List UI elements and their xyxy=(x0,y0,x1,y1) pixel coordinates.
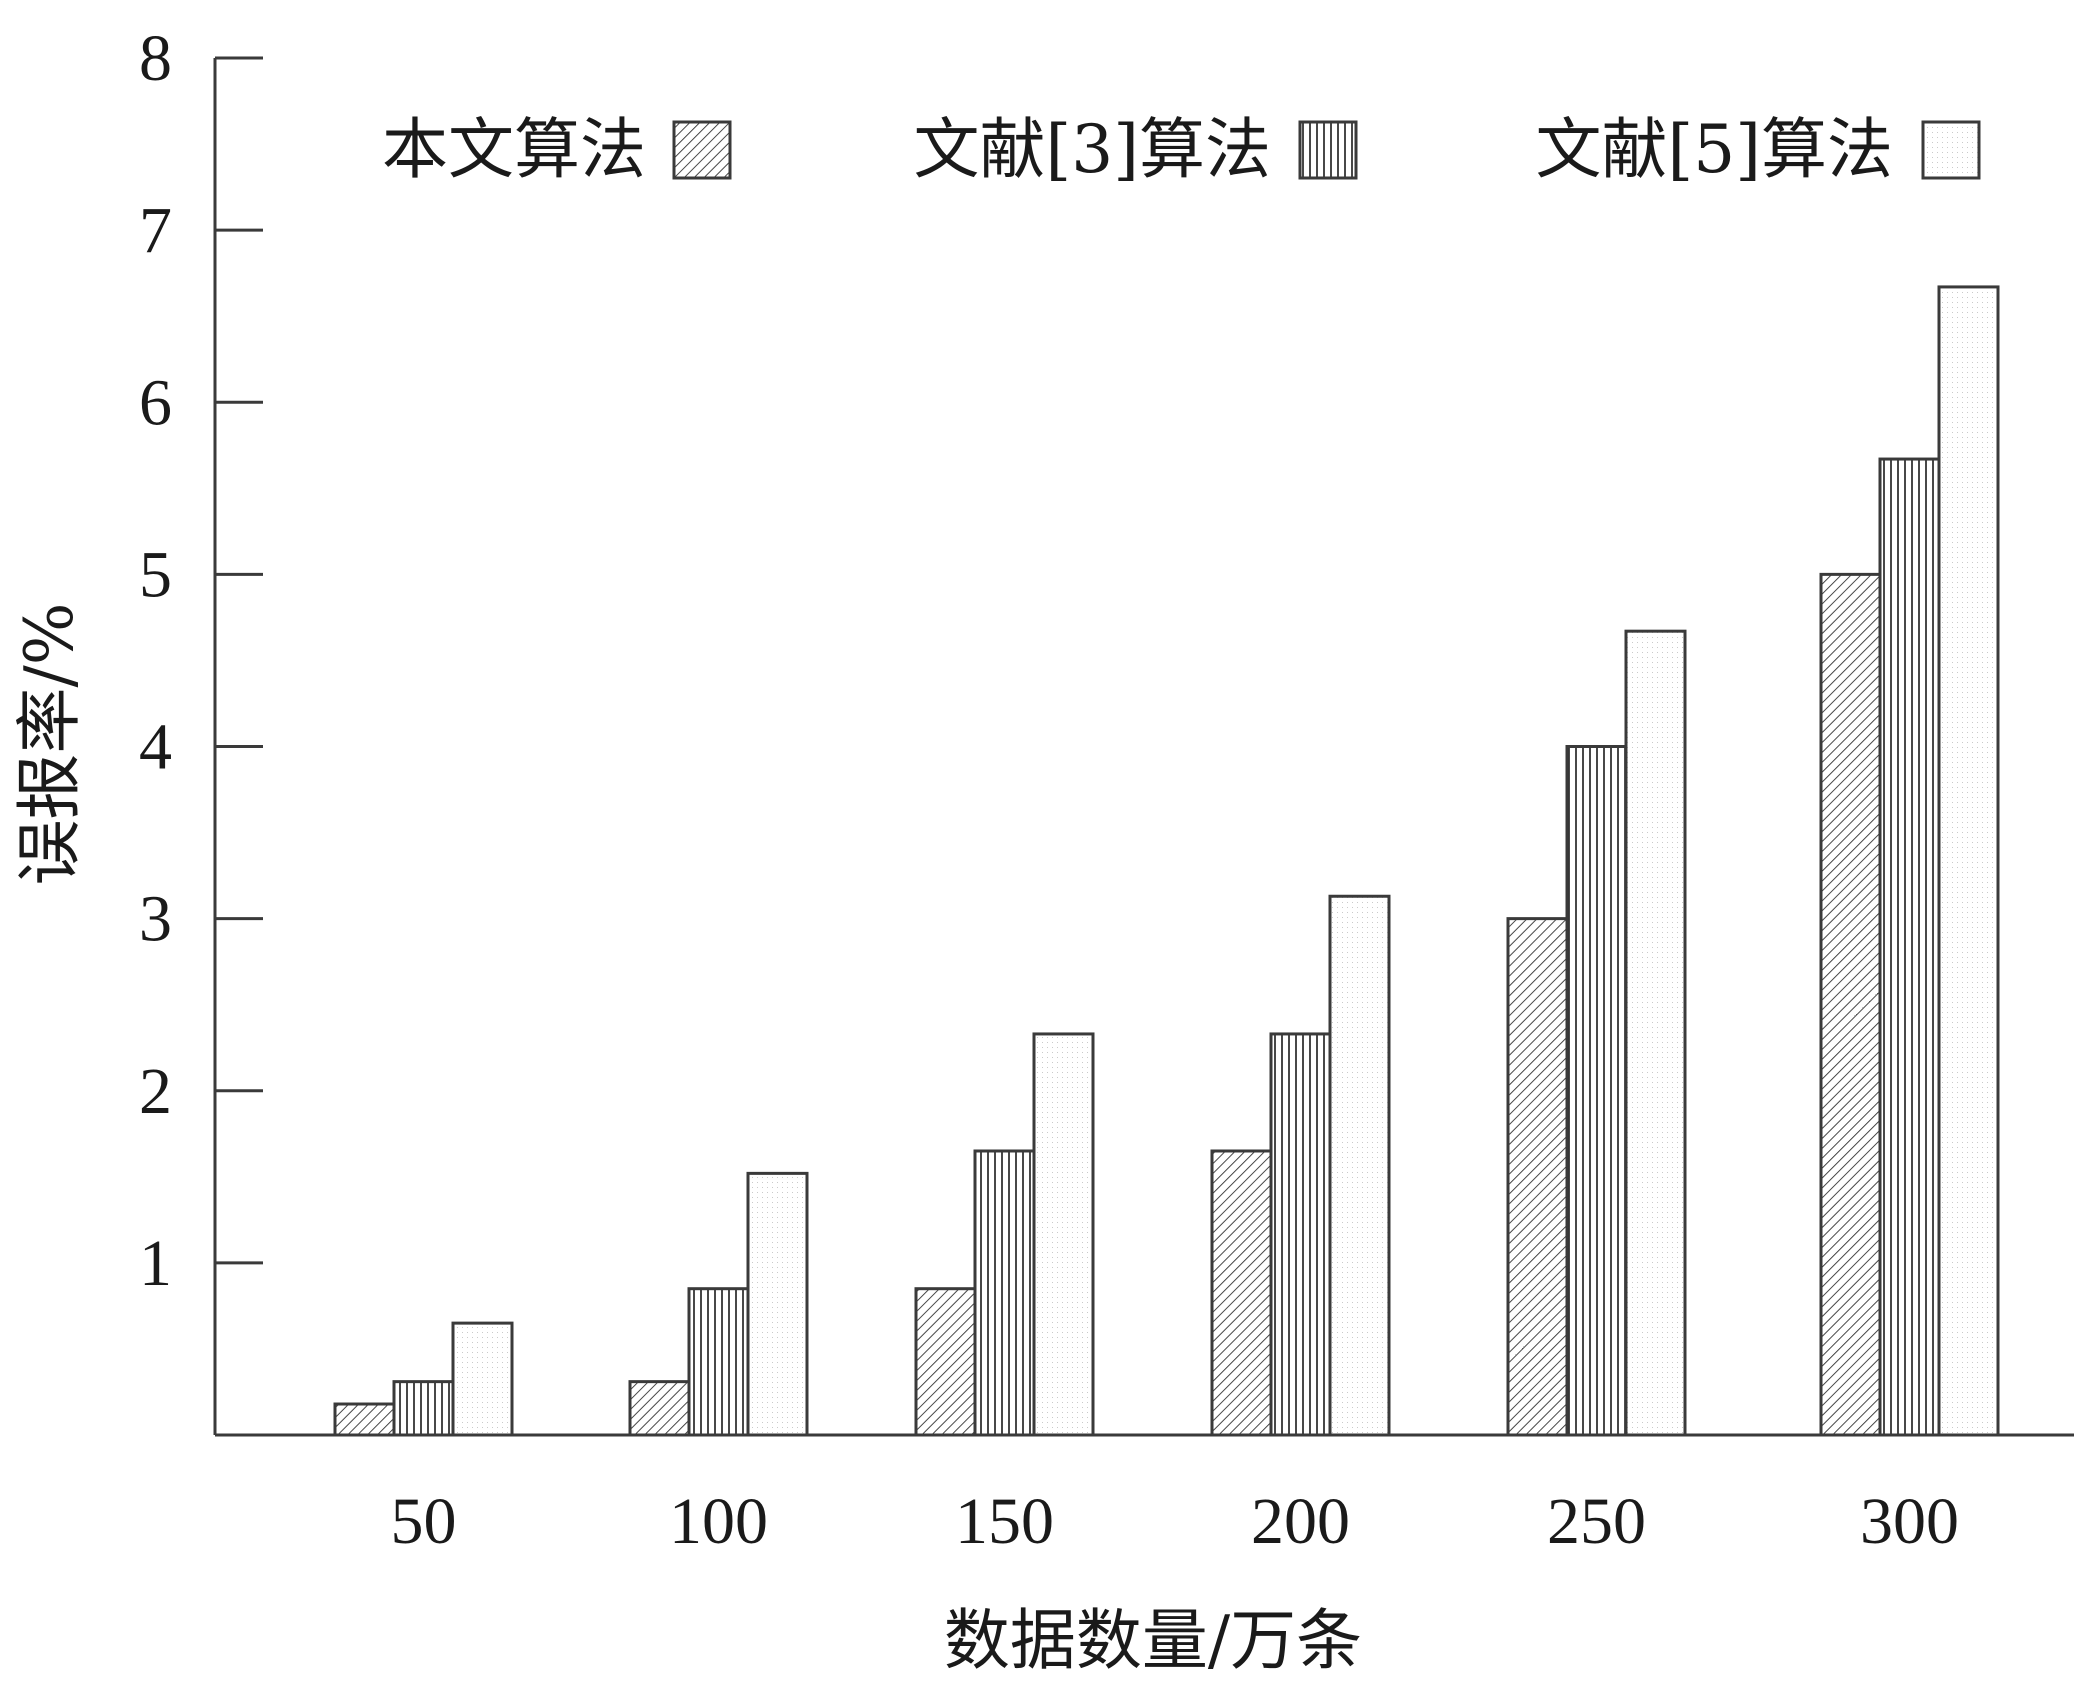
legend-item-2: 文献[5]算法 xyxy=(1536,111,1981,188)
legend-label-1: 文献[3]算法 xyxy=(914,111,1272,188)
bar-series-0-cat-200 xyxy=(1210,1149,1273,1437)
bar-series-0-cat-300 xyxy=(1819,572,1882,1437)
y-tick-label: 4 xyxy=(139,711,172,784)
bar-series-2-cat-250 xyxy=(1624,629,1687,1437)
bar-series-1-cat-100 xyxy=(687,1287,750,1437)
bar-series-2-cat-300 xyxy=(1937,285,2000,1437)
bar-series-0-cat-250 xyxy=(1506,917,1569,1437)
bar-series-2-cat-50 xyxy=(451,1321,514,1437)
y-tick-label: 6 xyxy=(139,366,172,439)
y-tick-label: 8 xyxy=(139,22,172,95)
legend: 本文算法 文献[3]算法 文献[5]算法 xyxy=(382,111,1981,188)
legend-item-1: 文献[3]算法 xyxy=(914,111,1358,188)
x-tick-label: 250 xyxy=(1547,1485,1646,1558)
y-axis-ticks: 1 2 3 4 5 6 7 8 xyxy=(139,22,263,1300)
bar-series-1-cat-150 xyxy=(973,1149,1036,1437)
y-tick-label: 3 xyxy=(139,883,172,956)
legend-swatch-2 xyxy=(1921,120,1981,180)
bars xyxy=(333,285,2000,1437)
y-axis-title: 误报率/% xyxy=(11,603,88,886)
x-tick-label: 100 xyxy=(669,1485,768,1558)
bar-series-2-cat-200 xyxy=(1328,894,1391,1437)
bar-series-1-cat-300 xyxy=(1878,457,1941,1437)
x-tick-label: 200 xyxy=(1251,1485,1350,1558)
bar-series-1-cat-250 xyxy=(1565,745,1628,1437)
bar-series-0-cat-50 xyxy=(333,1402,396,1437)
x-tick-label: 150 xyxy=(955,1485,1054,1558)
x-tick-label: 300 xyxy=(1860,1485,1959,1558)
x-tick-label: 50 xyxy=(391,1485,457,1558)
legend-label-0: 本文算法 xyxy=(382,111,646,188)
y-tick-label: 5 xyxy=(139,538,172,611)
y-tick-label: 7 xyxy=(139,194,172,267)
legend-swatch-0 xyxy=(672,120,732,180)
legend-swatch-1 xyxy=(1298,120,1358,180)
x-axis-title: 数据数量/万条 xyxy=(944,1602,1362,1679)
bar-series-1-cat-50 xyxy=(392,1380,455,1437)
bar-series-1-cat-200 xyxy=(1269,1032,1332,1437)
bar-series-2-cat-100 xyxy=(746,1171,809,1437)
bar-series-0-cat-150 xyxy=(914,1287,977,1437)
y-tick-label: 2 xyxy=(139,1055,172,1128)
x-axis-ticks: 50 100 150 200 250 300 xyxy=(391,1485,1960,1558)
bar-series-2-cat-150 xyxy=(1032,1032,1095,1437)
legend-label-2: 文献[5]算法 xyxy=(1536,111,1894,188)
y-tick-label: 1 xyxy=(139,1227,172,1300)
bar-series-0-cat-100 xyxy=(628,1380,691,1437)
legend-item-0: 本文算法 xyxy=(382,111,732,188)
